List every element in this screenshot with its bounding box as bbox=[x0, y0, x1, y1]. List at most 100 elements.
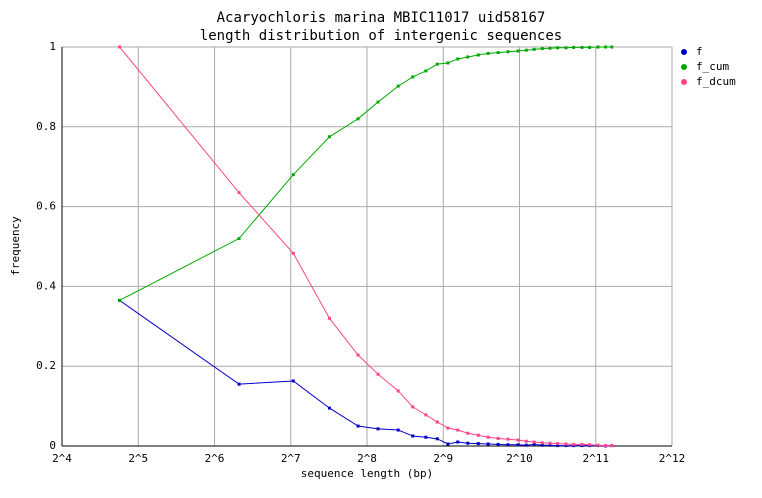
x-tick-label: 2^8 bbox=[357, 452, 377, 465]
point bbox=[118, 45, 122, 49]
point bbox=[424, 413, 428, 417]
point bbox=[524, 443, 528, 447]
point bbox=[237, 382, 241, 386]
legend-symbol bbox=[681, 64, 687, 70]
x-tick-label: 2^11 bbox=[583, 452, 610, 465]
point bbox=[588, 443, 592, 447]
point bbox=[556, 444, 560, 448]
point bbox=[456, 57, 460, 61]
point bbox=[572, 442, 576, 446]
x-tick-label: 2^7 bbox=[281, 452, 301, 465]
point bbox=[540, 47, 544, 51]
x-tick-label: 2^5 bbox=[128, 452, 148, 465]
legend-symbol bbox=[681, 49, 687, 55]
point bbox=[456, 428, 460, 432]
point bbox=[446, 426, 450, 430]
y-tick-label: 1 bbox=[49, 40, 56, 53]
point bbox=[466, 431, 470, 435]
point bbox=[237, 237, 241, 241]
point bbox=[496, 51, 500, 55]
x-tick-label: 2^12 bbox=[659, 452, 686, 465]
point bbox=[486, 442, 490, 446]
point bbox=[396, 428, 400, 432]
legend-label: f_cum bbox=[696, 60, 729, 73]
point bbox=[604, 45, 608, 49]
point bbox=[356, 353, 360, 357]
point bbox=[580, 45, 584, 49]
y-tick-label: 0.4 bbox=[36, 279, 56, 292]
point bbox=[376, 100, 380, 104]
legend-label: f bbox=[696, 45, 703, 58]
point bbox=[376, 372, 380, 376]
point bbox=[548, 443, 552, 447]
point bbox=[580, 442, 584, 446]
point bbox=[356, 117, 360, 121]
point bbox=[466, 441, 470, 445]
series-line bbox=[119, 46, 612, 301]
point bbox=[516, 443, 520, 447]
series-line bbox=[119, 46, 612, 447]
point bbox=[237, 191, 241, 195]
point bbox=[588, 45, 592, 49]
point bbox=[524, 439, 528, 443]
point bbox=[291, 251, 295, 255]
point bbox=[564, 442, 568, 446]
x-tick-label: 2^4 bbox=[52, 452, 72, 465]
point bbox=[456, 440, 460, 444]
point bbox=[540, 441, 544, 445]
point bbox=[548, 46, 552, 50]
x-tick-label: 2^10 bbox=[506, 452, 533, 465]
point bbox=[506, 50, 510, 54]
point bbox=[516, 49, 520, 53]
point bbox=[476, 53, 480, 57]
y-tick-label: 0.6 bbox=[36, 200, 56, 213]
point bbox=[486, 435, 490, 439]
y-axis-label: frequency bbox=[9, 216, 22, 276]
point bbox=[327, 406, 331, 410]
point bbox=[548, 441, 552, 445]
point bbox=[435, 420, 439, 424]
y-tick-label: 0.8 bbox=[36, 120, 56, 133]
point bbox=[411, 434, 415, 438]
point bbox=[524, 48, 528, 52]
point bbox=[118, 298, 122, 302]
point bbox=[435, 62, 439, 66]
point bbox=[564, 46, 568, 50]
point bbox=[376, 427, 380, 431]
x-tick-label: 2^6 bbox=[205, 452, 225, 465]
chart-title: Acaryochloris marina MBIC11017 uid58167 bbox=[217, 10, 546, 26]
point bbox=[291, 173, 295, 177]
point bbox=[516, 438, 520, 442]
point bbox=[532, 440, 536, 444]
point bbox=[466, 55, 470, 59]
point bbox=[564, 444, 568, 448]
y-tick-label: 0.2 bbox=[36, 359, 56, 372]
point bbox=[476, 433, 480, 437]
point bbox=[596, 443, 600, 447]
point bbox=[435, 437, 439, 441]
point bbox=[396, 84, 400, 88]
point bbox=[506, 443, 510, 447]
point bbox=[446, 61, 450, 65]
point bbox=[411, 75, 415, 79]
point bbox=[396, 389, 400, 393]
point bbox=[446, 442, 450, 446]
point bbox=[356, 424, 360, 428]
point bbox=[476, 442, 480, 446]
point bbox=[496, 436, 500, 440]
chart-subtitle: length distribution of intergenic sequen… bbox=[200, 28, 562, 44]
point bbox=[327, 135, 331, 139]
point bbox=[610, 444, 614, 448]
point bbox=[532, 47, 536, 51]
point bbox=[424, 435, 428, 439]
point bbox=[486, 51, 490, 55]
point bbox=[496, 442, 500, 446]
y-tick-label: 0 bbox=[49, 439, 56, 452]
point bbox=[506, 437, 510, 441]
point bbox=[327, 316, 331, 320]
point bbox=[572, 45, 576, 49]
point bbox=[610, 45, 614, 49]
series-line bbox=[119, 299, 612, 447]
point bbox=[596, 45, 600, 49]
